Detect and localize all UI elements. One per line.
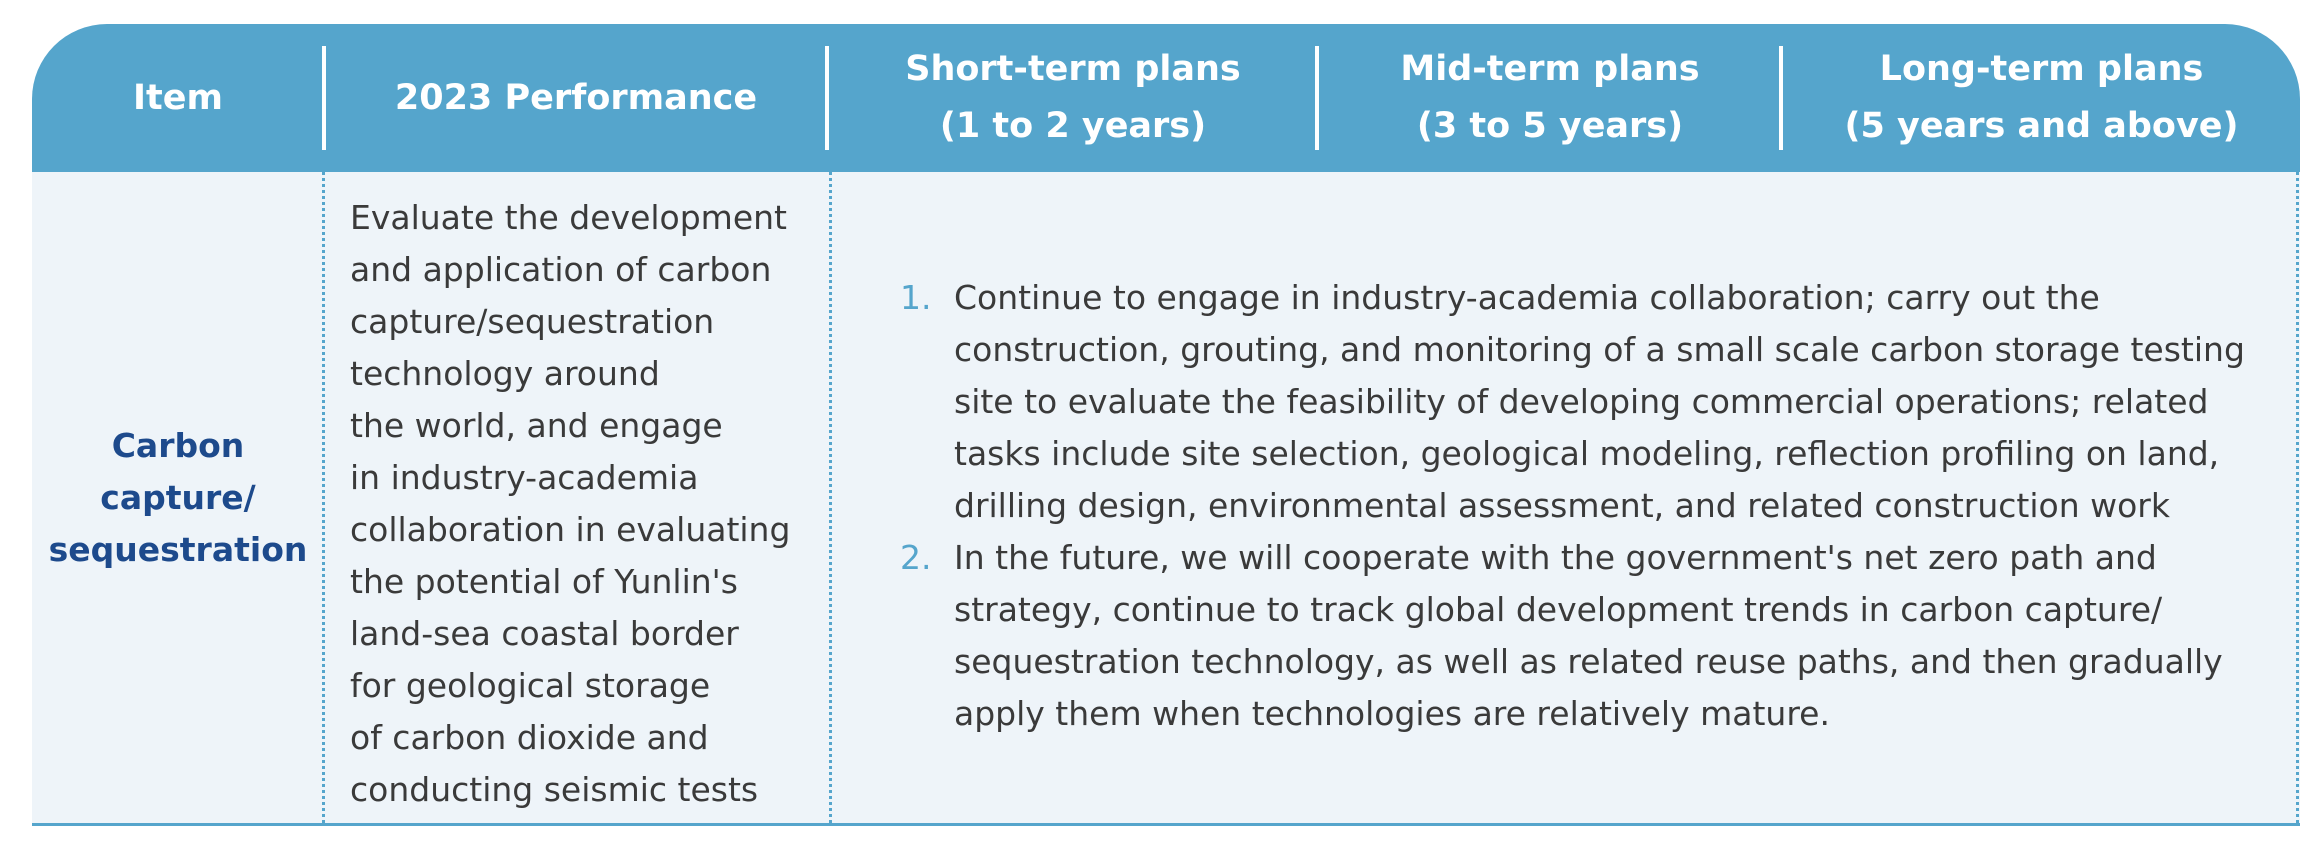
plan-line: site to evaluate the feasibility of deve…	[954, 382, 2209, 421]
plan-line: construction, grouting, and monitoring o…	[954, 330, 2245, 369]
plan-line: strategy, continue to track global devel…	[954, 590, 2163, 629]
header-mid-term-label: Mid-term plans	[1400, 49, 1700, 89]
header-divider	[322, 46, 326, 150]
plan-line: tasks include site selection, geological…	[954, 434, 2220, 473]
performance-line: the world, and engage	[350, 406, 723, 445]
table-row	[32, 172, 2300, 826]
header-long-term-label: Long-term plans	[1879, 49, 2204, 89]
plan-line: sequestration technology, as well as rel…	[954, 642, 2223, 681]
performance-line: for geological storage	[350, 666, 711, 705]
table-bottom-border	[32, 823, 2300, 826]
cell-divider	[829, 172, 832, 823]
item-cell: Carbon capture/ sequestration	[32, 172, 324, 823]
performance-line: and application of carbon	[350, 250, 772, 289]
plan-number: 2.	[900, 538, 932, 577]
header-performance: 2023 Performance	[326, 24, 826, 172]
performance-line: technology around	[350, 354, 660, 393]
plan-number: 1.	[900, 278, 932, 317]
item-label-line: capture/	[100, 477, 256, 517]
cell-divider	[322, 172, 325, 823]
header-divider	[825, 46, 829, 150]
performance-line: the potential of Yunlin's	[350, 562, 738, 601]
header-item-label: Item	[133, 77, 223, 118]
header-long-term: Long-term plans (5 years and above)	[1783, 24, 2300, 172]
plan-line: apply them when technologies are relativ…	[954, 694, 1830, 733]
performance-line: conducting seismic tests	[350, 770, 759, 809]
plan-item: 2. In the future, we will cooperate with…	[864, 532, 2284, 740]
performance-line: of carbon dioxide and	[350, 718, 709, 757]
performance-line: Evaluate the development	[350, 198, 787, 237]
header-long-term-range: (5 years and above)	[1844, 106, 2239, 146]
performance-line: capture/sequestration	[350, 302, 715, 341]
cell-divider	[2296, 172, 2299, 823]
item-label-line: sequestration	[48, 529, 308, 569]
header-item: Item	[32, 24, 324, 172]
header-performance-label: 2023 Performance	[394, 77, 758, 118]
header-divider	[1315, 46, 1319, 150]
table-header: Item 2023 Performance Short-term plans (…	[32, 24, 2300, 172]
plan-line: drilling design, environmental assessmen…	[954, 486, 2170, 525]
item-label-line: Carbon	[111, 425, 245, 465]
performance-line: in industry-academia	[350, 458, 699, 497]
header-short-term-label: Short-term plans	[905, 49, 1241, 89]
plans-cell: 1. Continue to engage in industry-academ…	[864, 272, 2284, 740]
performance-line: collaboration in evaluating	[350, 510, 791, 549]
plan-line: In the future, we will cooperate with th…	[954, 538, 2157, 577]
header-short-term: Short-term plans (1 to 2 years)	[829, 24, 1317, 172]
header-mid-term: Mid-term plans (3 to 5 years)	[1319, 24, 1781, 172]
plans-table: Item 2023 Performance Short-term plans (…	[32, 24, 2300, 826]
header-mid-term-range: (3 to 5 years)	[1416, 106, 1684, 146]
plan-line: Continue to engage in industry-academia …	[954, 278, 2100, 317]
header-divider	[1779, 46, 1783, 150]
plan-item: 1. Continue to engage in industry-academ…	[864, 272, 2284, 532]
performance-cell: Evaluate the development and application…	[350, 192, 850, 816]
performance-line: land-sea coastal border	[350, 614, 739, 653]
header-short-term-range: (1 to 2 years)	[939, 106, 1207, 146]
